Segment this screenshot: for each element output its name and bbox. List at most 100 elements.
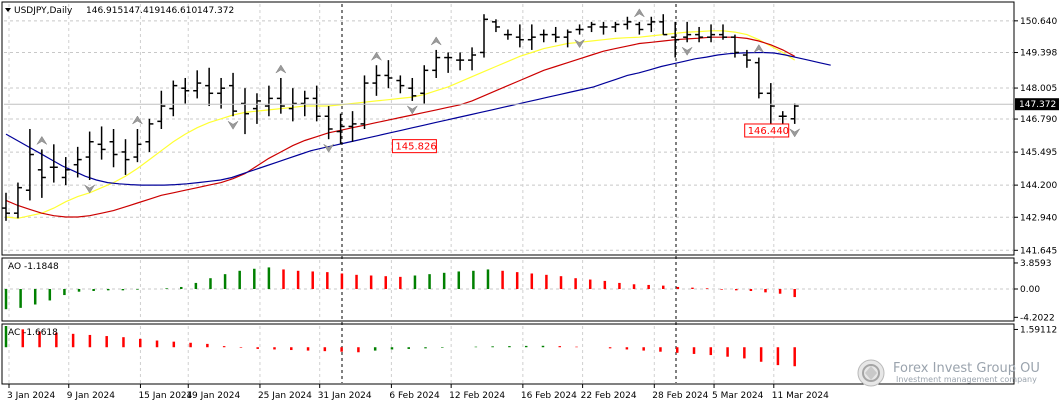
ohlc-bar <box>611 21 620 33</box>
ac-histogram <box>4 326 796 367</box>
moving-average-line-3 <box>5 51 831 186</box>
fractal-arrow-icon <box>227 121 239 130</box>
time-tick-label: 12 Feb 2024 <box>449 391 505 401</box>
ohlc-bar <box>13 182 22 219</box>
ohlc-bar <box>503 29 512 40</box>
price-callout-label: 146.440 <box>748 126 789 137</box>
price-tick-label: 146.790 <box>1020 115 1057 125</box>
ohlc-bar <box>468 47 477 71</box>
price-callouts: 145.826 146.440 <box>391 123 790 154</box>
ohlc-bar <box>719 24 727 40</box>
ohlc-bar <box>264 85 273 117</box>
ohlc-bar <box>25 129 34 201</box>
ohlc-bar <box>659 14 668 36</box>
ao-y-axis: 3.8593 0.00 -4.2022 <box>1014 259 1055 323</box>
time-tick-label: 9 Jan 2024 <box>67 391 115 401</box>
time-tick-label: 22 Feb 2024 <box>581 391 637 401</box>
ohlc-bar <box>49 144 58 183</box>
ohlc-bar <box>300 90 309 117</box>
fractal-arrow-icon <box>753 44 765 53</box>
ao-label: AO -1.1848 <box>8 262 59 272</box>
indicator-tick-label: 0.00 <box>1020 285 1040 295</box>
fractal-arrow-icon <box>634 8 645 18</box>
fractal-arrow-icon <box>323 143 334 153</box>
ohlc-bar <box>515 24 524 48</box>
ohlc-bar <box>408 77 417 101</box>
ohlc-bar <box>61 157 70 186</box>
ohlc-bar <box>420 65 429 104</box>
price-y-axis: 150.640 149.398 148.005 146.790 145.495 144.2… <box>4 17 1059 256</box>
watermark-logo-icon <box>857 359 885 387</box>
ohlc-bar <box>527 24 536 50</box>
time-tick-label: 19 Jan 2024 <box>186 391 240 401</box>
ohlc-header-value: 147.372 <box>197 6 234 16</box>
indicator-tick-label: 3.8593 <box>1020 259 1052 269</box>
ohlc-bar <box>252 93 261 124</box>
fractal-arrow-icon <box>681 47 693 56</box>
ohlc-bar <box>372 65 381 96</box>
ohlc-bar <box>97 126 106 160</box>
fractal-arrow-icon <box>430 36 442 46</box>
symbol-name: USDJPY <box>14 6 47 16</box>
ohlc-bar <box>587 21 596 33</box>
fractal-markers <box>36 8 800 194</box>
ohlc-bar <box>2 192 10 221</box>
price-tick-label: 148.005 <box>1020 84 1057 94</box>
ohlc-bar <box>384 60 393 89</box>
ohlc-bar <box>683 21 692 43</box>
price-callout: 145.826 <box>391 139 437 154</box>
price-tick-label: 150.640 <box>1020 17 1057 27</box>
ohlc-bar <box>563 29 572 48</box>
ohlc-bar <box>193 70 202 99</box>
watermark-title: Forex Invest Group OU <box>893 361 1040 376</box>
fractal-arrow-icon <box>36 135 48 145</box>
price-callout-label: 145.826 <box>395 142 436 153</box>
ohlc-bar <box>707 24 716 43</box>
fractal-arrow-icon <box>84 184 95 194</box>
price-tick-label: 144.200 <box>1020 181 1057 191</box>
ohlc-bar <box>336 113 345 145</box>
ohlc-bar <box>778 111 787 124</box>
ao-histogram <box>4 267 796 310</box>
moving-average-line-2 <box>5 36 795 218</box>
ac-y-axis: 1.59112 <box>1014 325 1057 335</box>
collapse-triangle-icon[interactable] <box>5 8 11 12</box>
time-tick-label: 16 Feb 2024 <box>521 391 577 401</box>
ohlc-bar <box>312 85 321 122</box>
ao-panel-frame <box>1 257 1015 322</box>
last-price-label: 147.372 <box>1019 100 1056 110</box>
time-tick-label: 3 Jan 2024 <box>7 391 55 401</box>
symbol-separator: , <box>47 6 50 16</box>
ohlc-bar <box>181 77 190 104</box>
ohlc-bar <box>766 83 775 127</box>
indicator-tick-label: 1.59112 <box>1020 325 1057 335</box>
ohlc-bar <box>551 26 560 43</box>
ohlc-header-value: 146.610 <box>160 6 197 16</box>
time-tick-label: 28 Feb 2024 <box>652 391 708 401</box>
ohlc-bar <box>288 88 297 122</box>
ohlc-header-value: 146.915 <box>86 6 123 16</box>
price-grid <box>4 4 1013 383</box>
price-header: USDJPY,Daily 146.915 147.419 146.610 147.372 <box>5 6 234 16</box>
price-tick-label: 149.398 <box>1020 49 1057 59</box>
time-tick-label: 25 Jan 2024 <box>258 391 312 401</box>
ohlc-bar <box>85 131 94 181</box>
fractal-arrow-icon <box>574 39 585 49</box>
price-tick-label: 142.940 <box>1020 213 1057 223</box>
watermark: Forex Invest Group OU Investment managem… <box>857 359 1040 387</box>
fractal-arrow-icon <box>407 105 418 115</box>
ohlc-bar <box>229 72 238 117</box>
ohlc-bar <box>575 24 584 35</box>
price-panel-frame <box>1 1 1015 256</box>
ohlc-bar <box>121 139 130 175</box>
ohlc-bar <box>73 146 82 178</box>
ohlc-bar <box>671 21 680 58</box>
ohlc-bar <box>145 118 154 152</box>
timeframe-name: Daily <box>50 6 73 16</box>
ohlc-bar <box>444 52 453 73</box>
ohlc-bar <box>396 75 405 94</box>
symbol-label: USDJPY,Daily <box>14 6 73 16</box>
fractal-arrow-icon <box>132 115 143 125</box>
time-tick-label: 11 Mar 2024 <box>772 391 829 401</box>
